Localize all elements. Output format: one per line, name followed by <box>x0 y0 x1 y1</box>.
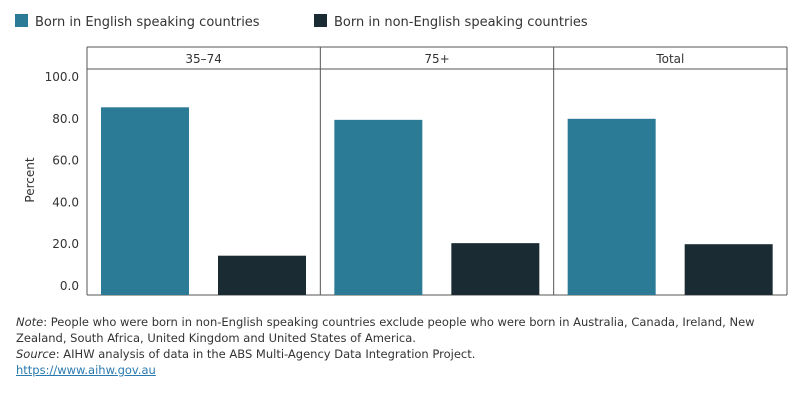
panel-frames: 35–74 75+ Total <box>86 46 788 296</box>
bar-2-series-1 <box>334 119 423 295</box>
note-label: Note <box>16 315 44 329</box>
bar-1-series-2 <box>218 255 306 295</box>
y-tick-label-5: 100.0 <box>45 70 79 84</box>
y-tick-label-0: 0.0 <box>60 279 79 293</box>
legend-label-1: Born in English speaking countries <box>35 15 260 30</box>
note-text: : People who were born in non-English sp… <box>16 315 755 345</box>
legend-label-2: Born in non-English speaking countries <box>334 15 588 30</box>
bar-2-series-2 <box>451 243 540 295</box>
y-tick-label-1: 20.0 <box>52 237 79 251</box>
panel-title-3: Total <box>655 52 684 66</box>
y-tick-label-3: 60.0 <box>52 154 79 168</box>
bar-1-series-1 <box>101 107 189 296</box>
source-line: Source: AIHW analysis of data in the ABS… <box>16 346 796 362</box>
note-line: Note: People who were born in non-Englis… <box>16 314 796 346</box>
y-axis: Percent 0.0 20.0 40.0 60.0 80.0 100.0 <box>23 70 79 293</box>
bar-3-series-2 <box>684 244 773 295</box>
panel-title-1: 35–74 <box>185 52 222 66</box>
panel-title-2: 75+ <box>424 52 449 66</box>
bars <box>101 107 773 296</box>
y-tick-label-4: 80.0 <box>52 112 79 126</box>
y-axis-title: Percent <box>23 157 37 202</box>
legend-swatch-1 <box>15 14 28 27</box>
bar-3-series-1 <box>567 118 656 295</box>
source-text: : AIHW analysis of data in the ABS Multi… <box>55 347 476 361</box>
source-link[interactable]: https://www.aihw.gov.au <box>16 363 156 377</box>
legend: Born in English speaking countries Born i… <box>15 14 588 30</box>
notes: Note: People who were born in non-Englis… <box>16 314 796 378</box>
source-label: Source <box>16 347 56 361</box>
chart: Born in English speaking countries Born i… <box>15 14 788 296</box>
link-line: https://www.aihw.gov.au <box>16 362 796 378</box>
legend-swatch-2 <box>314 14 327 27</box>
y-tick-label-2: 40.0 <box>52 195 79 209</box>
